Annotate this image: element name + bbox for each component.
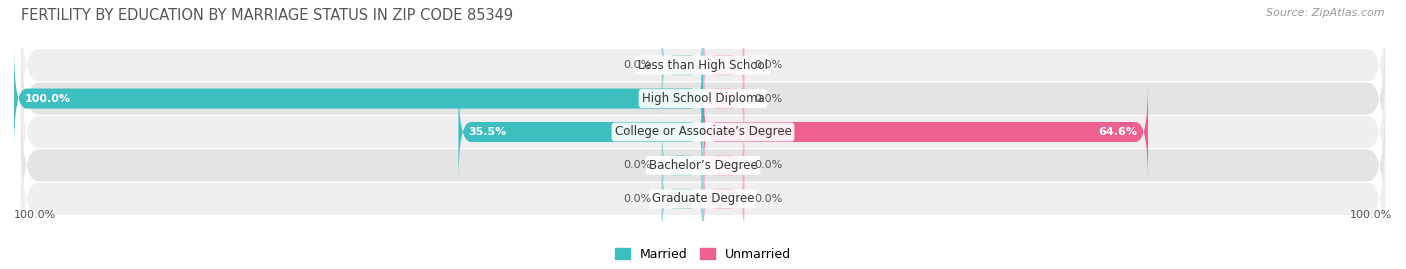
FancyBboxPatch shape: [703, 48, 744, 149]
Text: 0.0%: 0.0%: [623, 160, 651, 171]
Text: 64.6%: 64.6%: [1098, 127, 1137, 137]
Text: 0.0%: 0.0%: [755, 60, 783, 70]
FancyBboxPatch shape: [662, 115, 703, 215]
FancyBboxPatch shape: [21, 31, 1385, 166]
FancyBboxPatch shape: [14, 48, 703, 149]
Text: 0.0%: 0.0%: [623, 194, 651, 204]
Text: Bachelor’s Degree: Bachelor’s Degree: [648, 159, 758, 172]
FancyBboxPatch shape: [21, 0, 1385, 133]
FancyBboxPatch shape: [662, 15, 703, 115]
FancyBboxPatch shape: [703, 149, 744, 249]
Text: 100.0%: 100.0%: [1350, 210, 1392, 220]
Text: 100.0%: 100.0%: [14, 210, 56, 220]
Text: 0.0%: 0.0%: [755, 194, 783, 204]
FancyBboxPatch shape: [703, 15, 744, 115]
FancyBboxPatch shape: [662, 149, 703, 249]
FancyBboxPatch shape: [703, 115, 744, 215]
Text: 0.0%: 0.0%: [755, 160, 783, 171]
Text: Source: ZipAtlas.com: Source: ZipAtlas.com: [1267, 8, 1385, 18]
Text: FERTILITY BY EDUCATION BY MARRIAGE STATUS IN ZIP CODE 85349: FERTILITY BY EDUCATION BY MARRIAGE STATU…: [21, 8, 513, 23]
Text: 35.5%: 35.5%: [468, 127, 508, 137]
Text: High School Diploma: High School Diploma: [641, 92, 765, 105]
FancyBboxPatch shape: [21, 65, 1385, 200]
Text: 0.0%: 0.0%: [755, 94, 783, 104]
FancyBboxPatch shape: [21, 131, 1385, 266]
Text: 0.0%: 0.0%: [623, 60, 651, 70]
FancyBboxPatch shape: [458, 82, 703, 182]
Text: College or Associate’s Degree: College or Associate’s Degree: [614, 126, 792, 139]
Legend: Married, Unmarried: Married, Unmarried: [610, 243, 796, 266]
Text: Less than High School: Less than High School: [638, 59, 768, 72]
Text: 100.0%: 100.0%: [24, 94, 70, 104]
FancyBboxPatch shape: [703, 82, 1149, 182]
Text: Graduate Degree: Graduate Degree: [652, 192, 754, 205]
FancyBboxPatch shape: [21, 98, 1385, 233]
